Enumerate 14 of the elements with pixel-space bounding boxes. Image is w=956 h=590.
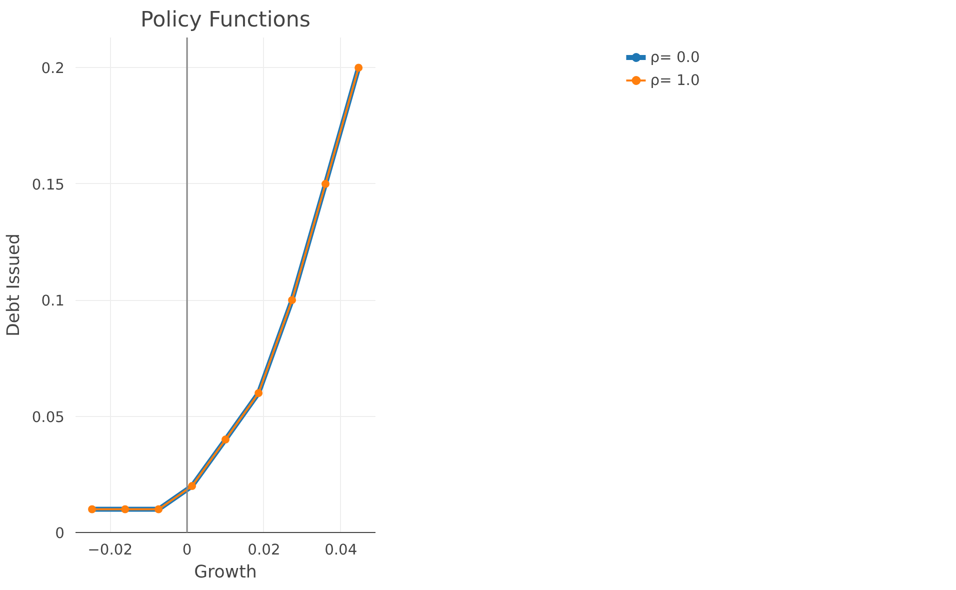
x-tick-label: 0 bbox=[182, 542, 192, 558]
x-tick-label: 0.02 bbox=[248, 542, 280, 558]
legend-label: ρ= 0.0 bbox=[650, 48, 700, 66]
legend-label: ρ= 1.0 bbox=[650, 72, 700, 88]
x-axis-title: Growth bbox=[194, 562, 257, 582]
y-tick-label: 0.15 bbox=[32, 176, 65, 194]
x-tick-label: −0.02 bbox=[88, 542, 133, 558]
x-tick-label: 0.04 bbox=[324, 542, 358, 558]
chart-title: Policy Functions bbox=[140, 8, 310, 32]
y-tick-label: 0.05 bbox=[32, 408, 65, 426]
y-tick-label: 0 bbox=[55, 525, 65, 542]
y-tick-label: 0.1 bbox=[41, 292, 65, 310]
y-tick-label: 0.2 bbox=[41, 60, 65, 78]
y-axis-title: Debt Issued bbox=[4, 233, 24, 337]
